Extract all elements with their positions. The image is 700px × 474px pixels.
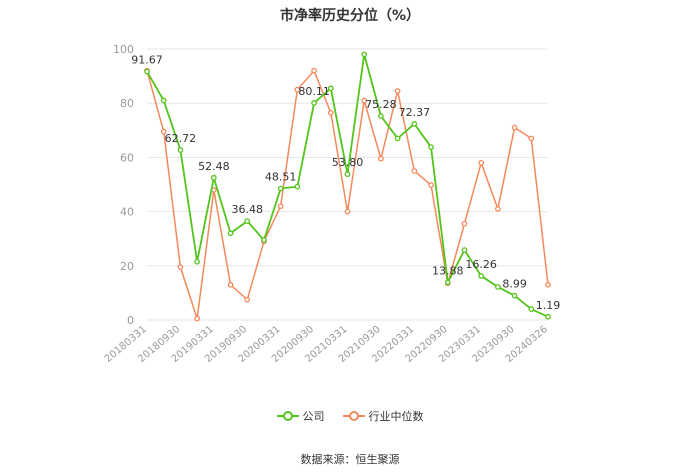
data-label: 16.26: [465, 258, 497, 271]
y-tick-label: 100: [113, 43, 134, 56]
y-tick-label: 0: [127, 314, 134, 327]
y-tick-label: 80: [120, 97, 134, 110]
legend-item-company[interactable]: 公司: [276, 408, 325, 424]
data-label: 8.99: [502, 278, 527, 291]
data-point-company[interactable]: [177, 147, 184, 153]
data-label: 75.28: [365, 98, 397, 111]
data-point-company[interactable]: [378, 113, 384, 119]
data-point-industry[interactable]: [511, 124, 518, 131]
data-point-company[interactable]: [411, 121, 418, 127]
data-labels: 91.67 62.72 52.48 36.48 48.51 80.11 53.80 75.28…: [131, 54, 560, 312]
data-point-company[interactable]: [344, 171, 351, 178]
data-point-company[interactable]: [327, 85, 334, 92]
data-point-industry[interactable]: [227, 281, 234, 288]
x-axis-ticks: 2018033120180930201903312019093020200331…: [103, 324, 550, 365]
data-point-industry[interactable]: [545, 281, 551, 288]
data-point-company[interactable]: [194, 258, 200, 265]
data-point-company[interactable]: [277, 185, 284, 192]
data-label: 36.48: [232, 203, 264, 216]
data-point-industry[interactable]: [294, 86, 301, 93]
data-point-company[interactable]: [261, 237, 267, 243]
legend-industry-icon: [342, 411, 365, 421]
data-label: 72.37: [399, 106, 431, 119]
data-label: 1.19: [536, 299, 561, 312]
data-point-industry[interactable]: [177, 264, 184, 271]
data-point-company[interactable]: [511, 292, 518, 299]
series-lines: [144, 51, 551, 322]
data-label: 52.48: [198, 160, 230, 173]
data-point-company[interactable]: [361, 51, 368, 58]
data-point-industry[interactable]: [344, 208, 351, 215]
data-point-industry[interactable]: [394, 88, 401, 94]
data-point-company[interactable]: [528, 306, 535, 313]
data-point-company[interactable]: [227, 230, 234, 237]
data-point-company[interactable]: [394, 135, 401, 142]
data-point-industry[interactable]: [311, 67, 317, 74]
y-axis-ticks: 0 20 40 60 80 100: [113, 43, 134, 327]
data-point-industry[interactable]: [411, 168, 418, 174]
data-point-industry[interactable]: [277, 203, 284, 210]
y-tick-label: 60: [120, 151, 134, 164]
data-point-industry[interactable]: [194, 315, 200, 322]
data-label: 48.51: [265, 171, 297, 184]
data-point-industry[interactable]: [461, 220, 468, 227]
data-point-industry[interactable]: [378, 155, 384, 162]
data-point-industry[interactable]: [160, 128, 167, 135]
y-tick-label: 40: [120, 206, 134, 219]
data-point-company[interactable]: [478, 273, 485, 279]
legend-industry-label: 行业中位数: [368, 410, 424, 423]
data-point-industry[interactable]: [361, 97, 368, 104]
data-label: 62.72: [165, 132, 197, 145]
legend-company-label: 公司: [302, 410, 325, 423]
chart-title: 市净率历史分位（%）: [279, 8, 421, 24]
data-point-company[interactable]: [311, 100, 317, 106]
data-point-industry[interactable]: [428, 182, 434, 188]
data-point-company[interactable]: [444, 279, 451, 286]
data-point-company[interactable]: [428, 144, 434, 150]
data-point-company[interactable]: [244, 218, 251, 224]
series-line-industry: [146, 69, 549, 319]
data-point-company[interactable]: [545, 313, 551, 320]
y-tick-label: 20: [120, 260, 134, 273]
data-point-industry[interactable]: [478, 159, 485, 166]
data-point-industry[interactable]: [327, 109, 334, 116]
data-point-company[interactable]: [294, 183, 301, 190]
legend: 公司 行业中位数: [0, 408, 700, 424]
data-point-company[interactable]: [495, 284, 501, 290]
data-point-industry[interactable]: [244, 296, 251, 303]
data-point-industry[interactable]: [528, 135, 535, 142]
data-point-company[interactable]: [210, 174, 217, 181]
data-label: 80.11: [298, 85, 330, 98]
data-source-note: 数据来源：恒生聚源: [300, 453, 400, 466]
data-label: 53.80: [332, 156, 364, 169]
data-point-industry[interactable]: [495, 206, 501, 212]
legend-company-icon: [276, 411, 299, 421]
legend-item-industry[interactable]: 行业中位数: [342, 408, 424, 424]
series-line-company: [146, 54, 549, 318]
data-label: 13.88: [432, 264, 464, 277]
data-point-company[interactable]: [144, 68, 150, 75]
data-point-company[interactable]: [160, 97, 167, 104]
data-label: 91.67: [131, 54, 163, 67]
data-point-company[interactable]: [461, 247, 468, 253]
